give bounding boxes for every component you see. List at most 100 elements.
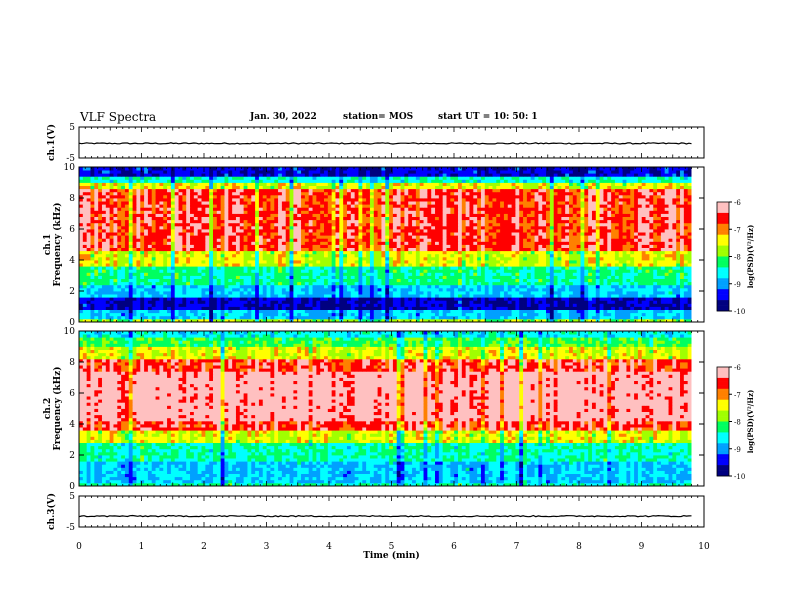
spectrogram-cell: [117, 241, 122, 245]
spectrogram-cell: [239, 294, 245, 298]
spectrogram-cell: [580, 315, 585, 320]
spectrogram-cell: [312, 275, 317, 279]
spectrogram-cell: [454, 309, 459, 314]
spectrogram-cell: [442, 269, 447, 273]
spectrogram-cell: [530, 238, 535, 242]
spectrogram-cell: [488, 300, 493, 304]
spectrogram-cell: [151, 238, 156, 242]
spectrogram-cell: [224, 238, 229, 242]
spectrogram-cell: [427, 253, 432, 258]
spectrogram-cell: [197, 297, 202, 301]
spectrogram-cell: [507, 281, 512, 286]
spectrogram-cell: [274, 281, 279, 286]
spectrogram-cell: [645, 309, 650, 314]
spectrogram-cell: [415, 281, 421, 286]
spectrogram-cell: [457, 272, 463, 276]
spectrogram-cell: [569, 241, 574, 245]
spectrogram-cell: [595, 241, 601, 245]
spectrogram-cell: [109, 306, 114, 310]
spectrogram-cell: [614, 241, 620, 245]
spectrogram-cell: [511, 260, 516, 264]
spectrogram-cell: [572, 275, 578, 279]
spectrogram-cell: [634, 232, 639, 236]
spectrogram-cell: [641, 244, 646, 248]
spectrogram-cell: [159, 315, 164, 320]
spectrogram-cell: [304, 303, 310, 307]
spectrogram-cell: [622, 241, 627, 245]
spectrogram-cell: [121, 287, 126, 292]
spectrogram-cell: [618, 303, 623, 307]
spectrogram-cell: [167, 244, 172, 248]
spectrogram-cell: [251, 309, 256, 314]
spectrogram-cell: [653, 284, 658, 289]
spectrogram-cell: [327, 253, 333, 258]
spectrogram-cell: [190, 294, 195, 298]
spectrogram-cell: [212, 291, 218, 295]
spectrogram-cell: [553, 303, 558, 307]
spectrogram-cell: [262, 284, 267, 289]
spectrogram-cell: [438, 235, 444, 239]
spectrogram-cell: [201, 238, 206, 242]
spectrogram-cell: [335, 235, 340, 239]
spectrogram-cell: [354, 269, 359, 273]
spectrogram-cell: [301, 253, 306, 258]
spectrogram-cell: [461, 306, 467, 310]
spectrogram-cell: [488, 312, 493, 317]
spectrogram-cell: [201, 312, 206, 317]
spectrogram-cell: [343, 309, 348, 314]
spectrogram-cell: [507, 269, 512, 273]
spectrogram-cell: [630, 244, 635, 248]
spectrogram-cell: [366, 312, 371, 317]
spectrogram-cell: [366, 287, 371, 292]
spectrogram-cell: [576, 235, 581, 239]
spectrogram-cell: [339, 269, 344, 273]
spectrogram-cell: [270, 315, 275, 320]
spectrogram-cell: [293, 291, 298, 295]
spectrogram-cell: [465, 315, 470, 320]
spectrogram-cell: [98, 315, 103, 320]
spectrogram-cell: [423, 229, 428, 233]
spectrogram-cell: [212, 260, 218, 264]
spectrogram-cell: [224, 291, 229, 295]
spectrogram-cell: [588, 256, 593, 261]
spectrogram-cell: [473, 272, 478, 276]
spectrogram-cell: [534, 284, 539, 289]
spectrogram-cell: [657, 312, 662, 317]
spectrogram-cell: [79, 318, 84, 323]
spectrogram-cell: [680, 244, 685, 248]
spectrogram-cell: [392, 284, 398, 289]
spectrogram-cell: [117, 229, 122, 233]
spectrogram-cell: [381, 284, 386, 289]
spectrogram-cell: [630, 294, 635, 298]
spectrogram-cell: [614, 232, 620, 236]
spectrogram-cell: [235, 256, 241, 261]
spectrogram-cell: [412, 263, 417, 267]
spectrogram-cell: [622, 269, 627, 273]
spectrogram-cell: [553, 275, 558, 279]
spectrogram-cell: [461, 263, 467, 267]
spectrogram-cell: [446, 250, 451, 255]
spectrogram-cell: [285, 303, 290, 307]
spectrogram-cell: [369, 312, 375, 317]
spectrogram-cell: [607, 238, 612, 242]
spectrogram-cell: [335, 238, 340, 242]
spectrogram-cell: [320, 291, 325, 295]
spectrogram-cell: [454, 238, 459, 242]
spectrogram-cell: [634, 312, 639, 317]
spectrogram-cell: [82, 247, 88, 252]
spectrogram-cell: [167, 241, 172, 245]
spectrogram-cell: [320, 318, 325, 323]
date-label: Jan. 30, 2022: [250, 112, 317, 122]
spectrogram-cell: [124, 266, 130, 270]
spectrogram-cell: [660, 297, 666, 301]
spectrogram-cell: [304, 306, 310, 310]
spectrogram-cell: [523, 306, 528, 310]
spectrogram-cell: [607, 278, 612, 283]
spectrogram-cell: [163, 235, 168, 239]
spectrogram-cell: [503, 300, 509, 304]
spectrogram-cell: [98, 312, 103, 317]
spectrogram-cell: [687, 247, 692, 252]
spectrogram-cell: [588, 309, 593, 314]
spectrogram-cell: [101, 269, 107, 273]
spectrogram-cell: [190, 250, 195, 255]
